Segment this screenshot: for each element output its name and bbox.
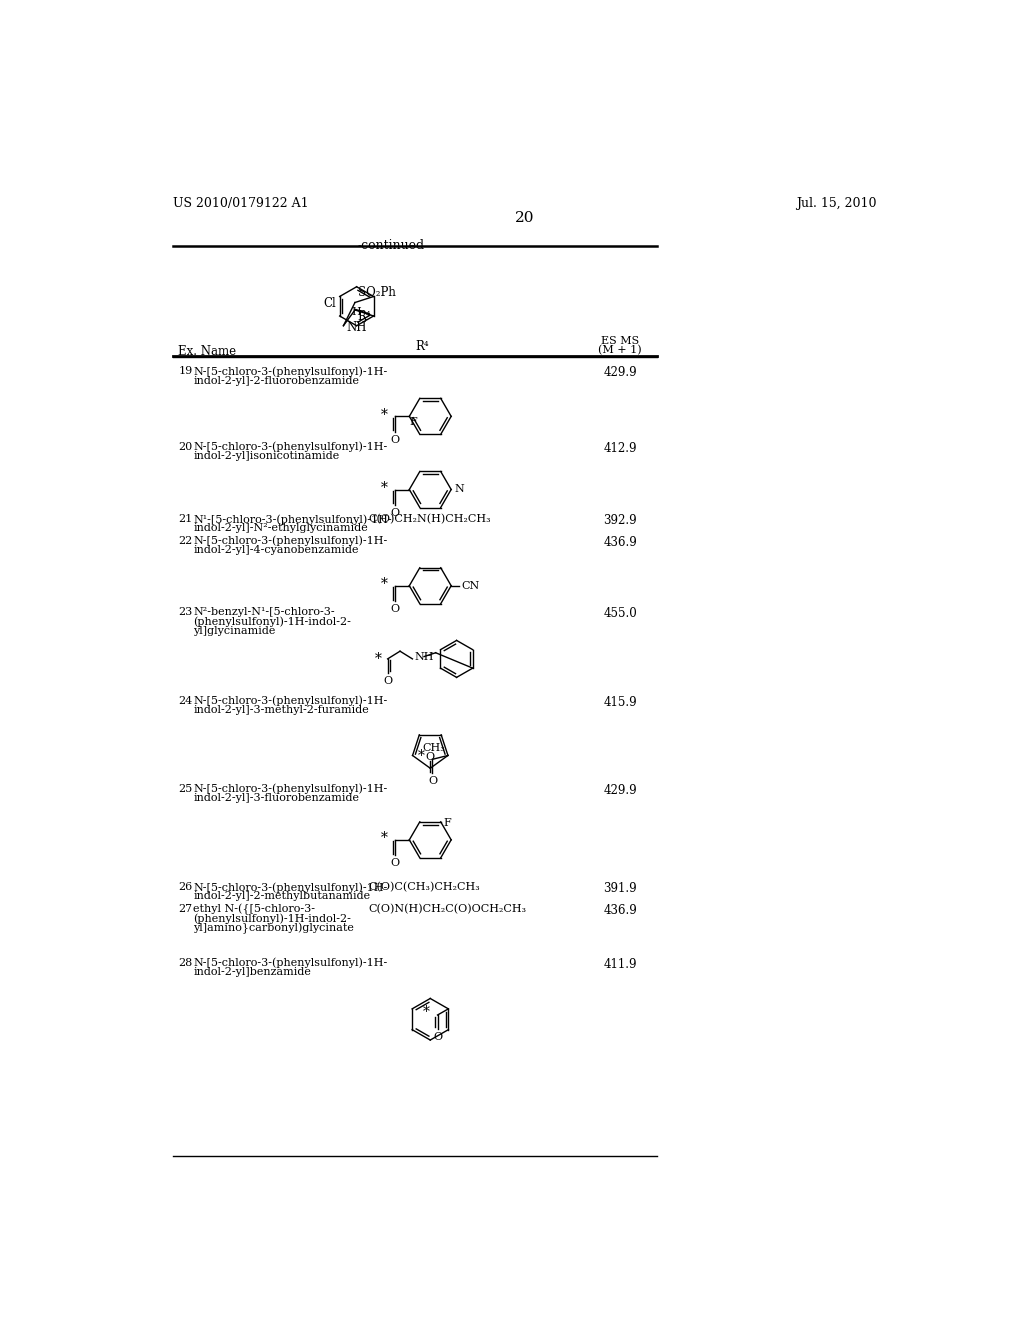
Text: O: O — [390, 858, 399, 869]
Text: indol-2-yl]-2-methylbutanamide: indol-2-yl]-2-methylbutanamide — [194, 891, 371, 902]
Text: 415.9: 415.9 — [603, 696, 637, 709]
Text: *: * — [381, 577, 388, 591]
Text: *: * — [381, 832, 388, 845]
Text: Ex. Name: Ex. Name — [178, 345, 237, 358]
Text: 22: 22 — [178, 536, 193, 545]
Text: F: F — [410, 417, 418, 426]
Text: N-[5-chloro-3-(phenylsulfonyl)-1H-: N-[5-chloro-3-(phenylsulfonyl)-1H- — [194, 882, 387, 892]
Text: O: O — [428, 776, 437, 787]
Text: 28: 28 — [178, 958, 193, 968]
Text: F: F — [443, 818, 452, 829]
Text: *: * — [381, 480, 388, 495]
Text: *: * — [375, 652, 381, 665]
Text: CN: CN — [461, 581, 479, 591]
Text: 436.9: 436.9 — [603, 536, 637, 549]
Text: O: O — [433, 1032, 442, 1041]
Text: -continued: -continued — [358, 239, 425, 252]
Text: 25: 25 — [178, 784, 193, 793]
Text: N-[5-chloro-3-(phenylsulfonyl)-1H-: N-[5-chloro-3-(phenylsulfonyl)-1H- — [194, 536, 387, 546]
Text: O: O — [390, 605, 399, 614]
Text: indol-2-yl]-2-fluorobenzamide: indol-2-yl]-2-fluorobenzamide — [194, 376, 359, 385]
Text: N-[5-chloro-3-(phenylsulfonyl)-1H-: N-[5-chloro-3-(phenylsulfonyl)-1H- — [194, 958, 387, 969]
Text: N-[5-chloro-3-(phenylsulfonyl)-1H-: N-[5-chloro-3-(phenylsulfonyl)-1H- — [194, 367, 387, 378]
Text: 21: 21 — [178, 515, 193, 524]
Text: 20: 20 — [515, 211, 535, 224]
Text: 26: 26 — [178, 882, 193, 892]
Text: yl]amino}carbonyl)glycinate: yl]amino}carbonyl)glycinate — [194, 923, 354, 933]
Text: ethyl N-({[5-chloro-3-: ethyl N-({[5-chloro-3- — [194, 904, 315, 915]
Text: R⁴: R⁴ — [416, 341, 429, 354]
Text: 455.0: 455.0 — [603, 607, 637, 620]
Text: C(O)CH₂N(H)CH₂CH₃: C(O)CH₂N(H)CH₂CH₃ — [369, 515, 490, 524]
Text: Jul. 15, 2010: Jul. 15, 2010 — [796, 197, 877, 210]
Text: 392.9: 392.9 — [603, 515, 637, 527]
Text: N-[5-chloro-3-(phenylsulfonyl)-1H-: N-[5-chloro-3-(phenylsulfonyl)-1H- — [194, 784, 387, 795]
Text: 27: 27 — [178, 904, 193, 913]
Text: US 2010/0179122 A1: US 2010/0179122 A1 — [173, 197, 308, 210]
Text: SO₂Ph: SO₂Ph — [358, 286, 396, 300]
Text: H: H — [351, 308, 361, 317]
Text: *: * — [381, 408, 388, 422]
Text: (phenylsulfonyl)-1H-indol-2-: (phenylsulfonyl)-1H-indol-2- — [194, 913, 351, 924]
Text: indol-2-yl]-3-fluorobenzamide: indol-2-yl]-3-fluorobenzamide — [194, 793, 359, 803]
Text: 19: 19 — [178, 367, 193, 376]
Text: *: * — [423, 1005, 430, 1019]
Text: R⁴: R⁴ — [357, 310, 371, 323]
Text: O: O — [426, 752, 435, 762]
Text: indol-2-yl]-3-methyl-2-furamide: indol-2-yl]-3-methyl-2-furamide — [194, 705, 369, 715]
Text: indol-2-yl]isonicotinamide: indol-2-yl]isonicotinamide — [194, 451, 339, 461]
Text: O: O — [390, 434, 399, 445]
Text: 412.9: 412.9 — [603, 442, 637, 455]
Text: 429.9: 429.9 — [603, 367, 637, 379]
Text: 20: 20 — [178, 442, 193, 451]
Text: C(O)N(H)CH₂C(O)OCH₂CH₃: C(O)N(H)CH₂C(O)OCH₂CH₃ — [369, 904, 526, 913]
Text: 23: 23 — [178, 607, 193, 618]
Text: Cl: Cl — [324, 297, 337, 310]
Text: N: N — [455, 484, 464, 495]
Text: N²-benzyl-N¹-[5-chloro-3-: N²-benzyl-N¹-[5-chloro-3- — [194, 607, 335, 618]
Text: indol-2-yl]-4-cyanobenzamide: indol-2-yl]-4-cyanobenzamide — [194, 545, 358, 554]
Text: N¹-[5-chloro-3-(phenylsulfonyl)-1H-: N¹-[5-chloro-3-(phenylsulfonyl)-1H- — [194, 515, 392, 525]
Text: (M + 1): (M + 1) — [598, 345, 642, 355]
Text: 429.9: 429.9 — [603, 784, 637, 797]
Text: NH: NH — [346, 321, 367, 334]
Text: (phenylsulfonyl)-1H-indol-2-: (phenylsulfonyl)-1H-indol-2- — [194, 616, 351, 627]
Text: 24: 24 — [178, 696, 193, 706]
Text: 436.9: 436.9 — [603, 904, 637, 917]
Text: yl]glycinamide: yl]glycinamide — [194, 626, 275, 636]
Text: O: O — [384, 676, 393, 686]
Text: ES MS: ES MS — [601, 335, 639, 346]
Text: 391.9: 391.9 — [603, 882, 637, 895]
Text: CH₃: CH₃ — [423, 743, 445, 752]
Text: C(O)C(CH₃)CH₂CH₃: C(O)C(CH₃)CH₂CH₃ — [369, 882, 480, 892]
Text: indol-2-yl]-N²-ethylglycinamide: indol-2-yl]-N²-ethylglycinamide — [194, 524, 368, 533]
Text: N-[5-chloro-3-(phenylsulfonyl)-1H-: N-[5-chloro-3-(phenylsulfonyl)-1H- — [194, 442, 387, 453]
Text: NH: NH — [415, 652, 434, 661]
Text: indol-2-yl]benzamide: indol-2-yl]benzamide — [194, 966, 311, 977]
Text: 411.9: 411.9 — [603, 958, 637, 970]
Text: N-[5-chloro-3-(phenylsulfonyl)-1H-: N-[5-chloro-3-(phenylsulfonyl)-1H- — [194, 696, 387, 706]
Text: O: O — [390, 508, 399, 517]
Text: *: * — [418, 750, 425, 763]
